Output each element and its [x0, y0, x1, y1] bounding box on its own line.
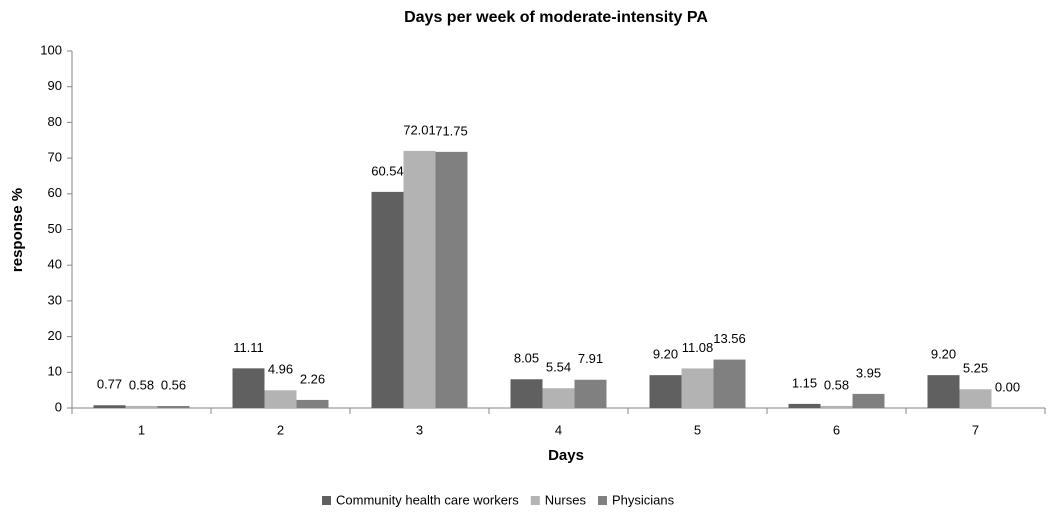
bar	[403, 150, 436, 408]
value-label: 11.11	[233, 340, 264, 355]
value-label: 2.26	[300, 371, 325, 386]
y-tick-label: 20	[48, 328, 62, 343]
value-label: 0.00	[995, 379, 1020, 394]
value-label: 9.20	[653, 347, 678, 362]
bar	[296, 399, 329, 408]
x-tick-label: 5	[694, 422, 701, 437]
legend-swatch	[322, 496, 331, 505]
value-label: 5.25	[963, 361, 988, 376]
value-label: 0.56	[161, 377, 186, 392]
bar	[264, 390, 297, 408]
value-label: 4.96	[268, 362, 293, 377]
y-tick-label: 80	[48, 114, 62, 129]
value-label: 71.75	[435, 123, 468, 138]
bar	[681, 368, 714, 408]
value-label: 9.20	[931, 347, 956, 362]
bar	[510, 379, 543, 408]
bar	[125, 405, 158, 408]
value-label: 3.95	[856, 365, 881, 380]
value-label: 5.54	[546, 360, 571, 375]
x-tick-label: 6	[833, 422, 840, 437]
bar	[820, 405, 853, 408]
y-tick-label: 40	[48, 257, 62, 272]
bar	[788, 403, 821, 408]
legend-swatch	[597, 496, 607, 505]
bar	[927, 375, 960, 408]
value-label: 72.01	[403, 122, 436, 137]
bar	[93, 405, 126, 408]
bar	[713, 359, 746, 408]
value-label: 13.56	[713, 331, 746, 346]
value-label: 8.05	[514, 351, 539, 366]
bar	[649, 375, 682, 408]
bar	[542, 388, 575, 408]
bar	[435, 151, 468, 409]
legend-swatch	[530, 496, 540, 505]
x-axis-title: Days	[548, 447, 584, 464]
legend-label: Physicians	[612, 492, 675, 507]
x-tick-label: 2	[277, 422, 284, 437]
value-label: 60.54	[371, 163, 404, 178]
bar	[371, 191, 404, 408]
x-tick-label: 1	[138, 422, 145, 437]
y-tick-label: 10	[48, 364, 62, 379]
y-tick-label: 30	[48, 292, 62, 307]
x-tick-label: 3	[416, 422, 423, 437]
bar	[959, 389, 992, 408]
y-tick-label: 50	[48, 221, 62, 236]
value-label: 1.15	[792, 375, 817, 390]
value-label: 0.77	[97, 377, 122, 392]
value-label: 11.08	[682, 340, 714, 355]
value-label: 7.91	[578, 351, 603, 366]
bar	[232, 368, 265, 408]
x-tick-label: 4	[555, 422, 562, 437]
y-tick-label: 70	[48, 150, 62, 165]
y-tick-label: 60	[48, 185, 62, 200]
y-axis-title: response %	[9, 188, 26, 272]
value-label: 0.58	[824, 377, 849, 392]
bar	[852, 393, 885, 408]
y-tick-label: 100	[40, 42, 62, 57]
bar	[574, 379, 607, 408]
legend-label: Community health care workers	[336, 492, 519, 507]
x-tick-label: 7	[972, 422, 979, 437]
value-label: 0.58	[129, 377, 154, 392]
y-tick-label: 0	[55, 399, 62, 414]
chart-title: Days per week of moderate-intensity PA	[404, 9, 708, 26]
legend-label: Nurses	[545, 492, 587, 507]
bar	[157, 406, 190, 408]
y-tick-label: 90	[48, 78, 62, 93]
